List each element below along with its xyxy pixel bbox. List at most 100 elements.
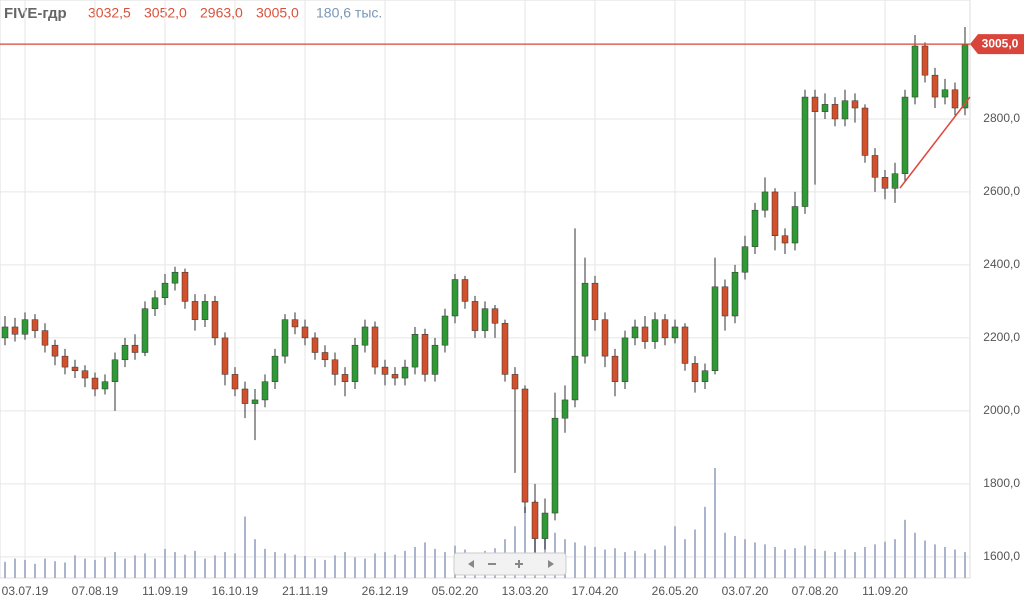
volume-bar bbox=[214, 555, 216, 578]
candle-body bbox=[531, 501, 539, 539]
trend-line bbox=[899, 96, 971, 189]
nav-left[interactable] bbox=[468, 560, 474, 568]
volume-bar bbox=[924, 540, 926, 578]
nav-right[interactable] bbox=[548, 560, 554, 568]
candle-body bbox=[71, 366, 79, 371]
candle-body bbox=[761, 191, 769, 211]
nav-panel bbox=[453, 552, 567, 576]
candle-body bbox=[441, 315, 449, 346]
volume-bar bbox=[904, 519, 906, 578]
x-tick-label: 26.12.19 bbox=[362, 584, 409, 598]
volume-bar bbox=[804, 545, 806, 578]
candle-body bbox=[551, 417, 559, 514]
header-high: 3052,0 bbox=[144, 5, 187, 21]
volume-bar bbox=[204, 558, 206, 578]
x-tick-label: 26.05.20 bbox=[652, 584, 699, 598]
volume-bar bbox=[144, 553, 146, 578]
volume-bar bbox=[844, 549, 846, 578]
candle-body bbox=[911, 45, 919, 98]
candle-body bbox=[221, 337, 229, 375]
volume-bar bbox=[574, 542, 576, 578]
volume-bar bbox=[194, 550, 196, 578]
volume-bar bbox=[734, 535, 736, 578]
candle-body bbox=[671, 326, 679, 339]
volume-bar bbox=[654, 549, 656, 578]
candle-body bbox=[21, 319, 29, 335]
volume-bar bbox=[264, 548, 266, 578]
header-volume: 180,6 тыс. bbox=[316, 5, 382, 21]
candle-body bbox=[31, 319, 39, 331]
candle-body bbox=[481, 308, 489, 331]
volume-bar bbox=[614, 548, 616, 578]
volume-bar bbox=[384, 552, 386, 578]
volume-bar bbox=[404, 550, 406, 578]
candle-body bbox=[1, 326, 9, 339]
volume-bar bbox=[84, 558, 86, 578]
volume-bar bbox=[14, 558, 16, 578]
candle-body bbox=[701, 370, 709, 382]
candle-body bbox=[791, 206, 799, 244]
candle-body bbox=[401, 366, 409, 379]
candle-body bbox=[741, 246, 749, 273]
candle-body bbox=[81, 370, 89, 379]
x-tick-label: 17.04.20 bbox=[572, 584, 619, 598]
volume-bar bbox=[774, 546, 776, 578]
candle-body bbox=[51, 344, 59, 357]
candle-body bbox=[381, 366, 389, 375]
candle-body bbox=[301, 326, 309, 339]
candle-body bbox=[91, 377, 99, 390]
x-tick-label: 13.03.20 bbox=[502, 584, 549, 598]
volume-bar bbox=[104, 557, 106, 578]
candle-body bbox=[651, 319, 659, 342]
volume-bar bbox=[664, 545, 666, 578]
candle-body bbox=[131, 344, 139, 353]
volume-bar bbox=[74, 555, 76, 578]
candle-body bbox=[861, 107, 869, 156]
candle-body bbox=[311, 337, 319, 353]
candle-body bbox=[371, 326, 379, 368]
volume-bar bbox=[434, 548, 436, 578]
y-tick-label: 2600,0 bbox=[983, 184, 1020, 198]
candle-body bbox=[921, 45, 929, 76]
candle-body bbox=[151, 297, 159, 309]
candle-body bbox=[491, 308, 499, 324]
header-low: 2963,0 bbox=[200, 5, 243, 21]
candle-body bbox=[571, 355, 579, 401]
candle-body bbox=[201, 301, 209, 320]
candle-body bbox=[961, 43, 969, 109]
volume-bar bbox=[344, 552, 346, 578]
volume-bar bbox=[424, 542, 426, 578]
volume-bar bbox=[314, 558, 316, 578]
volume-bar bbox=[294, 554, 296, 578]
y-tick-label: 2200,0 bbox=[983, 330, 1020, 344]
candle-body bbox=[351, 344, 359, 382]
candle-body bbox=[341, 374, 349, 382]
volume-bar bbox=[414, 546, 416, 578]
candle-body bbox=[121, 344, 129, 361]
candle-body bbox=[751, 209, 759, 247]
candle-body bbox=[621, 337, 629, 382]
volume-bar bbox=[354, 557, 356, 578]
x-tick-label: 03.07.19 bbox=[2, 584, 49, 598]
candle-body bbox=[891, 173, 899, 189]
volume-bar bbox=[514, 526, 516, 578]
volume-bar bbox=[684, 539, 686, 578]
candle-body bbox=[811, 96, 819, 112]
candle-body bbox=[681, 326, 689, 364]
volume-bar bbox=[724, 532, 726, 578]
last-price-marker bbox=[970, 34, 1024, 55]
y-tick-label: 1600,0 bbox=[983, 549, 1020, 563]
candle-body bbox=[261, 381, 269, 401]
volume-bar bbox=[54, 561, 56, 578]
candle-body bbox=[181, 271, 189, 302]
volume-bar bbox=[754, 542, 756, 578]
candle-body bbox=[931, 74, 939, 98]
candle-body bbox=[501, 323, 509, 375]
candle-body bbox=[631, 326, 639, 339]
candle-body bbox=[781, 235, 789, 244]
nav-zoom-in[interactable] bbox=[515, 560, 523, 568]
candle-body bbox=[691, 363, 699, 382]
volume-bar bbox=[914, 532, 916, 578]
candle-body bbox=[271, 355, 279, 382]
